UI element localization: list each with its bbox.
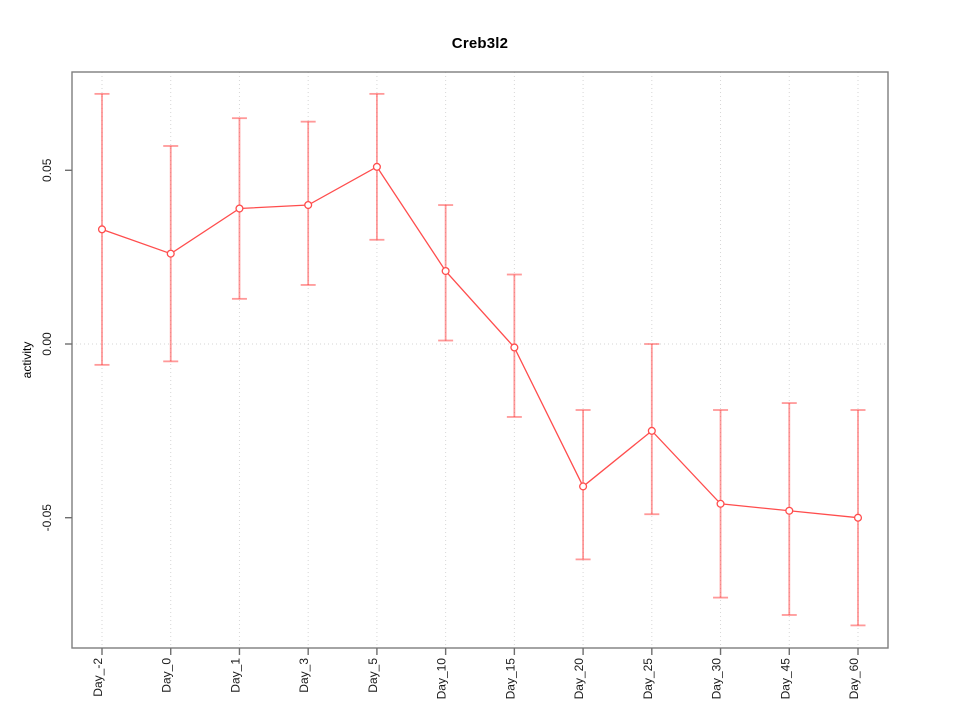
data-point <box>785 506 794 515</box>
plot-box <box>71 71 889 649</box>
data-point <box>235 204 244 213</box>
data-point <box>853 513 863 522</box>
x-tick-label: Day_1 <box>228 658 242 693</box>
y-tick-label: 0.05 <box>40 158 54 182</box>
data-point <box>304 200 313 210</box>
data-point <box>647 426 656 435</box>
chart-title: Creb3l2 <box>451 35 509 52</box>
x-tick-label: Day_0 <box>160 658 174 693</box>
series-line <box>101 165 859 519</box>
data-point <box>510 343 519 352</box>
x-tick-label: Day_15 <box>503 658 517 700</box>
data-point <box>97 225 107 234</box>
data-point <box>441 266 450 276</box>
x-tick-label: Day_5 <box>366 658 380 693</box>
y-tick-label: 0.00 <box>40 332 54 356</box>
x-tick-label: Day_60 <box>847 658 861 700</box>
x-tick-label: Day_10 <box>435 658 449 700</box>
y-tick-label: -0.05 <box>40 504 54 532</box>
x-tick-label: Day_25 <box>641 658 655 700</box>
x-tick-label: Day_30 <box>710 658 724 700</box>
x-tick-label: Day_20 <box>572 658 586 700</box>
x-tick-label: Day_3 <box>297 658 311 693</box>
data-point <box>166 249 175 258</box>
data-point <box>716 499 725 508</box>
x-tick-label: Day_45 <box>778 658 792 700</box>
data-point <box>579 482 588 491</box>
data-point <box>372 162 381 171</box>
x-tick-label: Day_-2 <box>91 658 105 697</box>
